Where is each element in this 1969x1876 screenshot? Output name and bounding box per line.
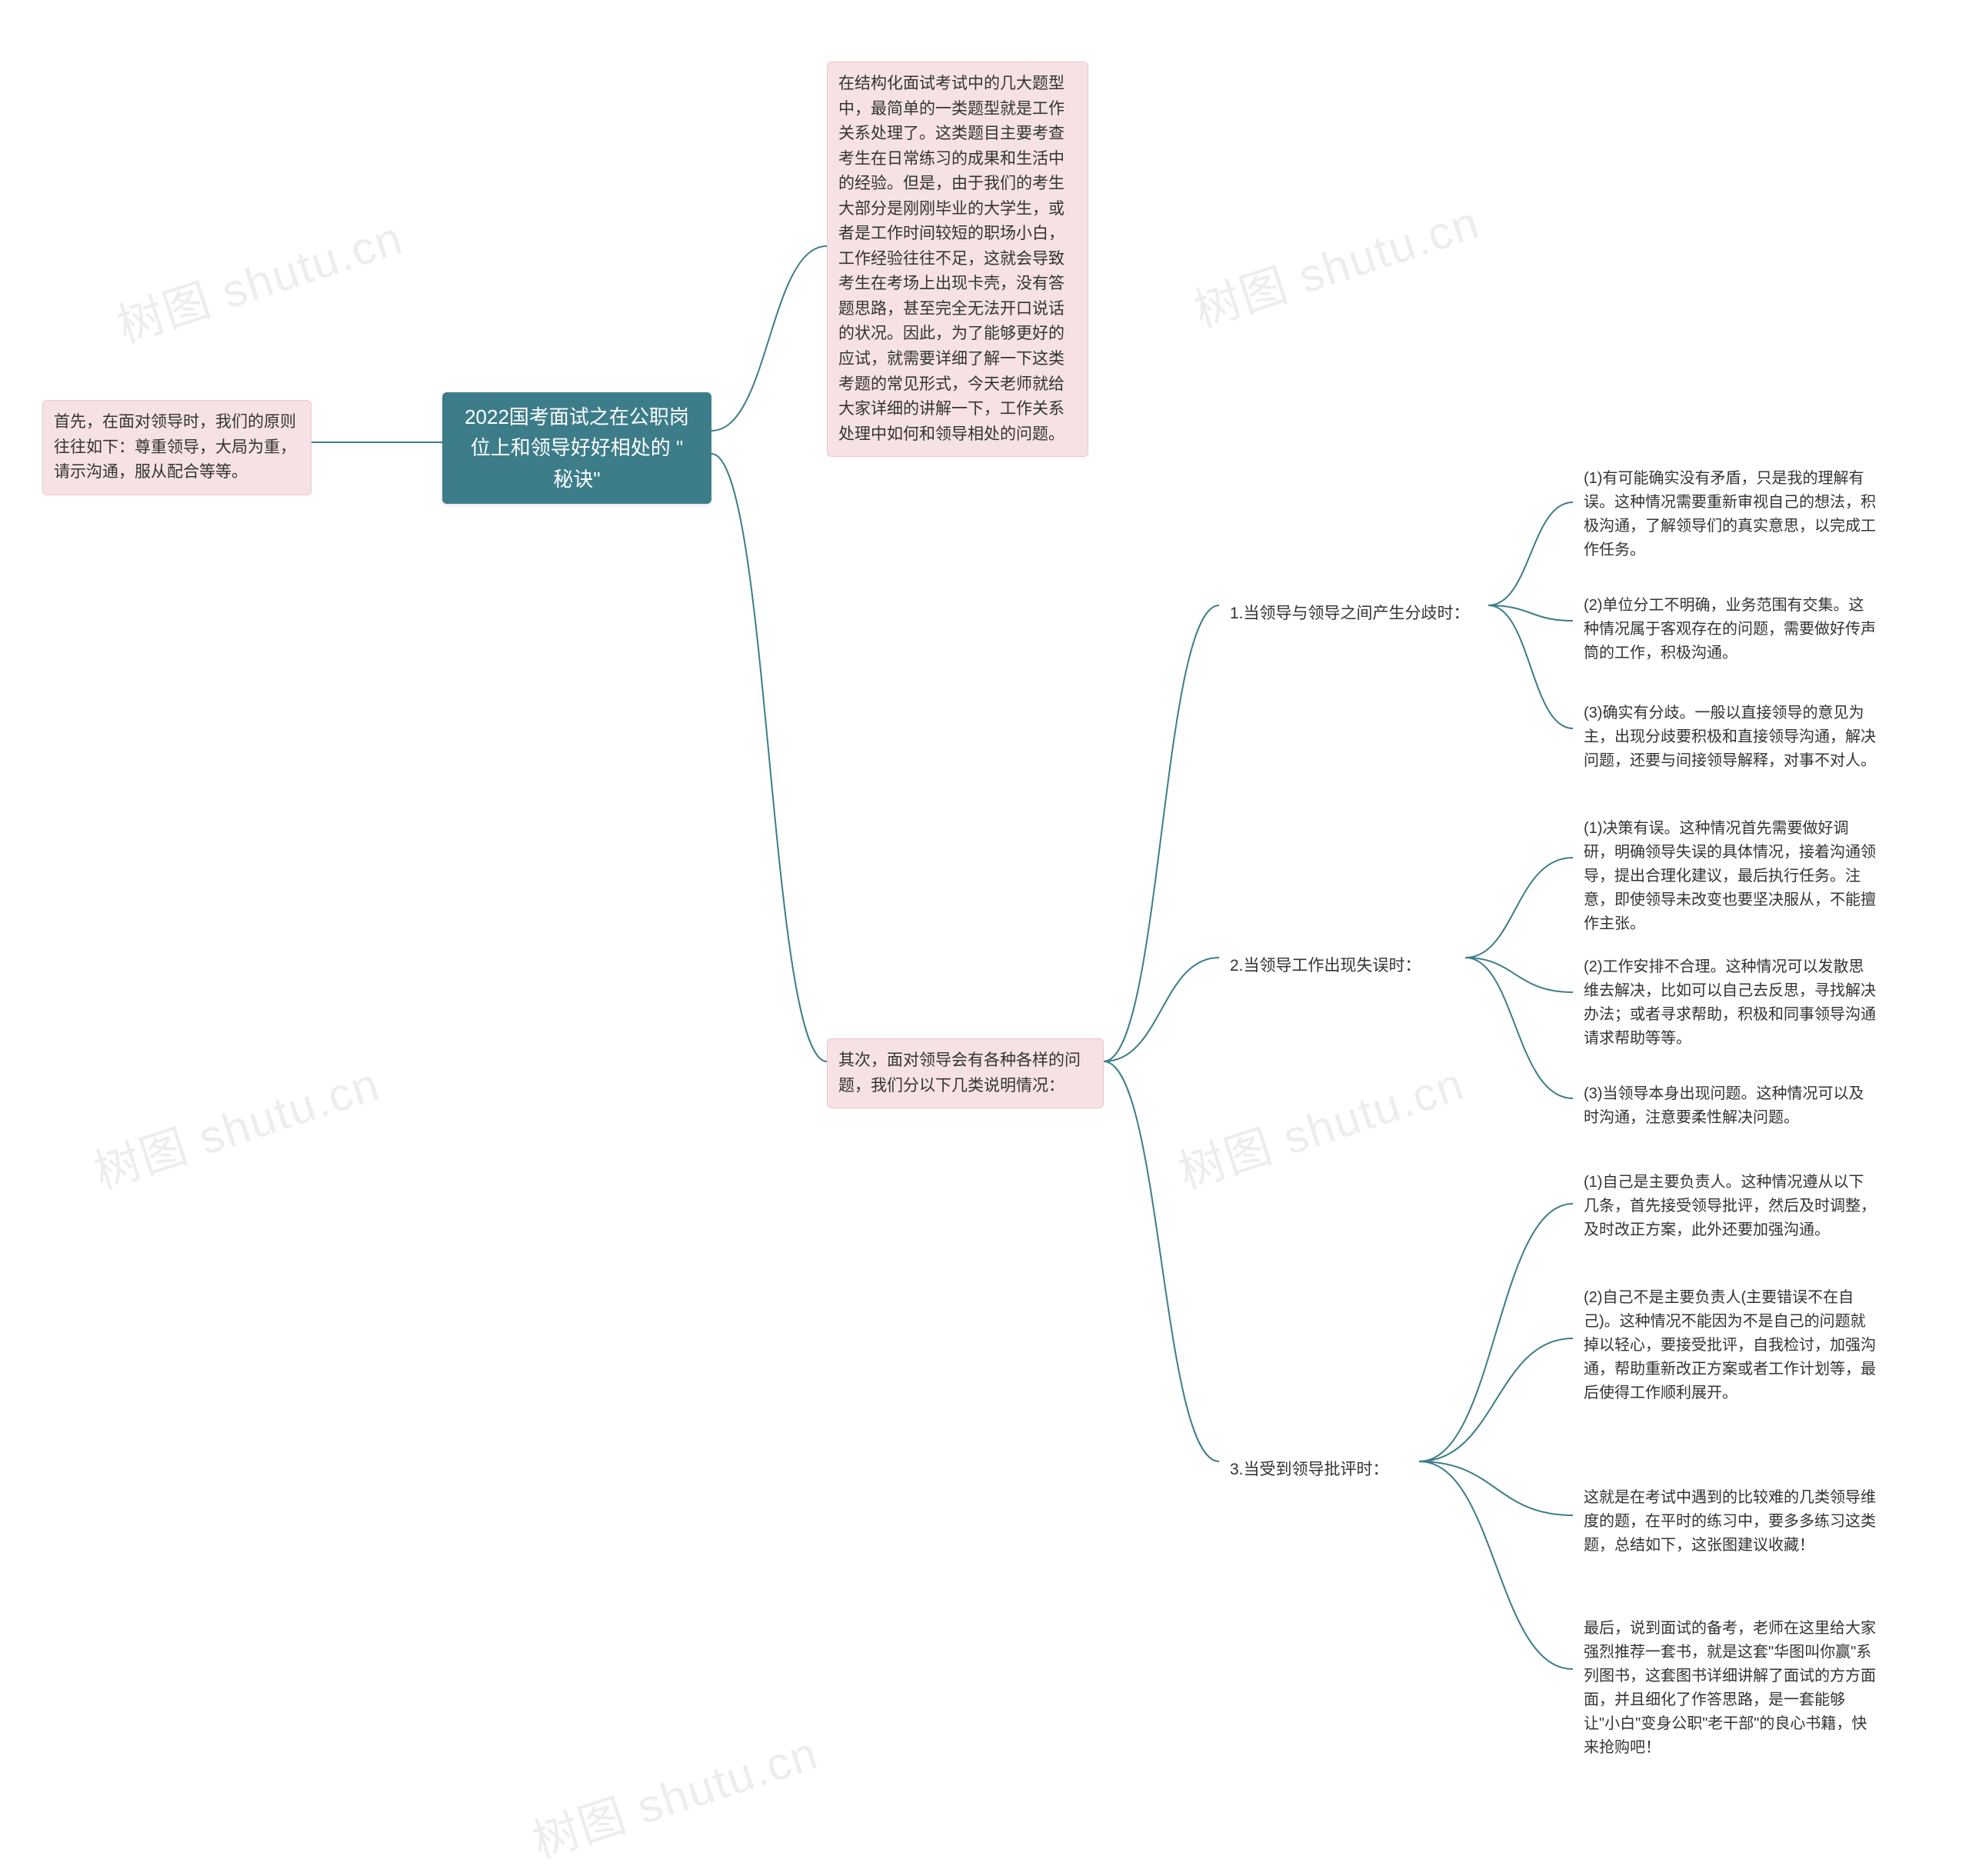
root-title-line3: 秘诀" [453,464,701,495]
branch3-item1-text: (1)自己是主要负责人。这种情况遵从以下几条，首先接受领导批评，然后及时调整，及… [1584,1174,1876,1238]
branch3-item[interactable]: (2)自己不是主要负责人(主要错误不在自己)。这种情况不能因为不是自己的问题就掉… [1573,1277,1888,1414]
branch1-item[interactable]: (1)有可能确实没有矛盾，只是我的理解有误。这种情况需要重新审视自己的想法，积极… [1573,458,1888,571]
secondly-text: 其次，面对领导会有各种各样的问题，我们分以下几类说明情况： [838,1051,1081,1095]
watermark: 树图 shutu.cn [108,201,411,356]
branch3-item[interactable]: (1)自己是主要负责人。这种情况遵从以下几条，首先接受领导批评，然后及时调整，及… [1573,1161,1888,1251]
intro-paragraph-node[interactable]: 在结构化面试考试中的几大题型中，最简单的一类题型就是工作关系处理了。这类题目主要… [827,62,1088,457]
branch2-item[interactable]: (3)当领导本身出现问题。这种情况可以及时沟通，注意要柔性解决问题。 [1573,1073,1888,1139]
branch3-item[interactable]: 这就是在考试中遇到的比较难的几类领导维度的题，在平时的练习中，要多多练习这类题，… [1573,1477,1888,1567]
branch1-item2-text: (2)单位分工不明确，业务范围有交集。这种情况属于客观存在的问题，需要做好传声筒… [1584,597,1876,661]
branch1-item[interactable]: (3)确实有分歧。一般以直接领导的意见为主，出现分歧要积极和直接领导沟通，解决问… [1573,692,1888,782]
branch3-label[interactable]: 3.当受到领导批评时： [1219,1448,1419,1492]
branch2-item3-text: (3)当领导本身出现问题。这种情况可以及时沟通，注意要柔性解决问题。 [1584,1085,1864,1126]
left-principle-text: 首先，在面对领导时，我们的原则往往如下：尊重领导，大局为重，请示沟通，服从配合等… [54,413,296,481]
root-title-line1: 2022国考面试之在公职岗 [453,402,701,432]
branch3-label-text: 3.当受到领导批评时： [1230,1461,1389,1478]
watermark: 树图 shutu.cn [85,1047,388,1202]
secondly-node[interactable]: 其次，面对领导会有各种各样的问题，我们分以下几类说明情况： [827,1038,1104,1108]
branch3-item4-text: 最后，说到面试的备考，老师在这里给大家强烈推荐一套书，就是这套"华图叫你赢"系列… [1584,1620,1876,1756]
branch1-label[interactable]: 1.当领导与领导之间产生分歧时： [1219,592,1488,636]
root-title-line2: 位上和领导好好相处的 " [453,432,701,463]
watermark: 树图 shutu.cn [523,1716,826,1871]
branch3-item[interactable]: 最后，说到面试的备考，老师在这里给大家强烈推荐一套书，就是这套"华图叫你赢"系列… [1573,1608,1888,1769]
branch3-item2-text: (2)自己不是主要负责人(主要错误不在自己)。这种情况不能因为不是自己的问题就掉… [1584,1289,1876,1401]
left-principle-node[interactable]: 首先，在面对领导时，我们的原则往往如下：尊重领导，大局为重，请示沟通，服从配合等… [42,400,312,495]
branch2-label[interactable]: 2.当领导工作出现失误时： [1219,945,1465,988]
branch3-item3-text: 这就是在考试中遇到的比较难的几类领导维度的题，在平时的练习中，要多多练习这类题，… [1584,1489,1876,1554]
branch2-item1-text: (1)决策有误。这种情况首先需要做好调研，明确领导失误的具体情况，接着沟通领导，… [1584,820,1876,932]
branch2-item[interactable]: (2)工作安排不合理。这种情况可以发散思维去解决，比如可以自己去反思，寻找解决办… [1573,946,1888,1060]
branch2-item[interactable]: (1)决策有误。这种情况首先需要做好调研，明确领导失误的具体情况，接着沟通领导，… [1573,808,1888,945]
branch1-item3-text: (3)确实有分歧。一般以直接领导的意见为主，出现分歧要积极和直接领导沟通，解决问… [1584,705,1876,769]
watermark: 树图 shutu.cn [1184,185,1488,341]
watermark: 树图 shutu.cn [1169,1047,1472,1202]
root-node[interactable]: 2022国考面试之在公职岗 位上和领导好好相处的 " 秘诀" [442,392,711,504]
branch1-item[interactable]: (2)单位分工不明确，业务范围有交集。这种情况属于客观存在的问题，需要做好传声筒… [1573,585,1888,675]
branch1-label-text: 1.当领导与领导之间产生分歧时： [1230,605,1470,622]
branch2-item2-text: (2)工作安排不合理。这种情况可以发散思维去解决，比如可以自己去反思，寻找解决办… [1584,958,1876,1047]
branch2-label-text: 2.当领导工作出现失误时： [1230,957,1421,975]
branch1-item1-text: (1)有可能确实没有矛盾，只是我的理解有误。这种情况需要重新审视自己的想法，积极… [1584,470,1876,558]
intro-paragraph-text: 在结构化面试考试中的几大题型中，最简单的一类题型就是工作关系处理了。这类题目主要… [838,75,1064,443]
